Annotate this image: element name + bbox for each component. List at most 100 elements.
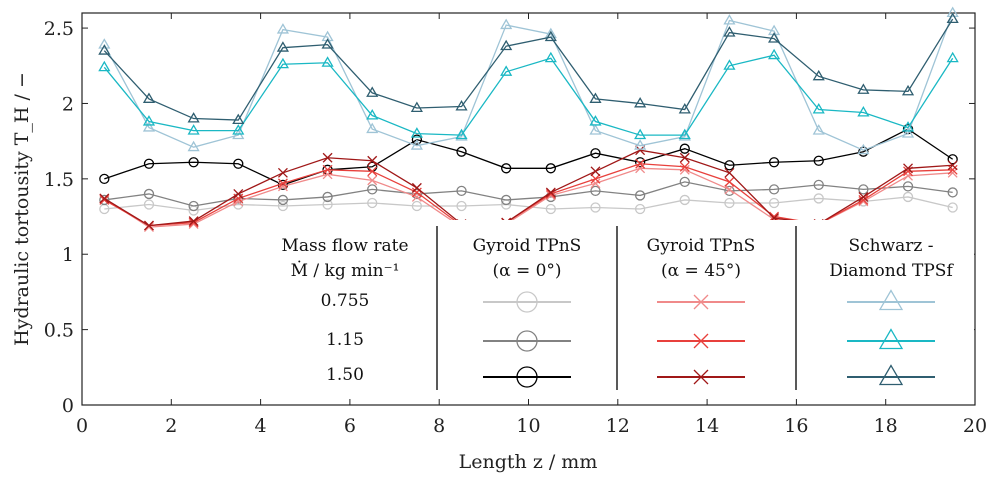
data-point <box>98 38 111 49</box>
data-point <box>321 56 334 67</box>
data-point <box>634 96 647 108</box>
legend-sample-schwarz-115 <box>847 328 935 350</box>
x-axis-label: Length z / mm <box>459 451 598 473</box>
legend: Mass flow rate Ṁ / kg min⁻¹ 0.755 1.15 1… <box>262 220 974 396</box>
legend-marker <box>878 328 904 350</box>
data-point <box>455 128 468 140</box>
data-point <box>590 173 601 184</box>
series-line <box>103 54 954 136</box>
data-point <box>99 173 110 184</box>
legend-marker <box>693 294 709 310</box>
data-point <box>277 178 288 189</box>
data-point <box>724 167 735 178</box>
data-point <box>679 152 690 163</box>
series-schwarz-0755 <box>98 6 959 155</box>
data-point <box>857 106 870 117</box>
data-point <box>143 199 155 210</box>
legend-schwarz-title-2: Diamond TPSf <box>829 261 954 281</box>
data-point <box>634 157 646 168</box>
x-tick-label: 12 <box>606 415 630 437</box>
data-point <box>678 128 691 140</box>
data-point <box>411 188 423 200</box>
data-point <box>143 188 155 200</box>
legend-flow-0755: 0.755 <box>321 291 370 311</box>
data-point <box>902 191 914 203</box>
data-point <box>858 191 869 202</box>
data-point <box>188 200 199 212</box>
data-point <box>812 103 825 114</box>
data-point <box>321 38 334 49</box>
data-point <box>98 44 111 55</box>
data-point <box>545 203 556 215</box>
x-tick-label: 6 <box>344 415 356 437</box>
y-axis-label: Hydraulic tortousity T_H / − <box>11 72 33 346</box>
data-point <box>366 109 379 120</box>
data-point <box>768 197 780 209</box>
legend-sample-schwarz-0755 <box>847 289 935 311</box>
data-point <box>769 211 780 222</box>
data-point <box>679 176 690 188</box>
legend-gyroid45-title-2: (α = 45°) <box>661 261 741 281</box>
data-point <box>276 23 290 34</box>
data-point <box>188 157 199 168</box>
data-point <box>456 185 467 197</box>
data-point <box>276 57 290 69</box>
data-point <box>635 145 646 156</box>
data-point <box>679 194 690 206</box>
data-point <box>903 163 913 174</box>
x-tick-label: 18 <box>874 415 898 437</box>
data-point <box>545 163 556 174</box>
x-tick-label: 2 <box>165 415 177 437</box>
legend-sample-gyroid45-0755 <box>657 294 745 310</box>
data-point <box>367 197 378 209</box>
legend-background <box>262 220 974 396</box>
data-point <box>233 158 244 169</box>
y-tick-label: 0.5 <box>44 320 74 342</box>
data-point <box>635 158 646 169</box>
legend-sample-gyroid0-150 <box>483 366 571 388</box>
legend-gyroid45-title-1: Gyroid TPnS <box>647 236 756 256</box>
data-point <box>500 18 513 30</box>
data-point <box>768 184 780 195</box>
data-point <box>366 86 379 97</box>
data-point <box>187 124 200 135</box>
data-point <box>367 166 378 177</box>
data-point <box>276 41 290 52</box>
series-line <box>104 128 954 186</box>
series-line <box>104 163 953 227</box>
data-point <box>767 48 781 60</box>
x-tick-label: 4 <box>255 415 267 437</box>
data-point <box>901 84 915 96</box>
data-point <box>277 181 288 192</box>
legend-sample-gyroid0-115 <box>483 330 571 352</box>
data-point <box>99 194 110 205</box>
data-point <box>411 200 423 212</box>
series-layer <box>98 6 959 233</box>
data-point <box>142 121 156 132</box>
data-point <box>768 157 780 168</box>
x-tick-label: 0 <box>76 415 88 437</box>
data-point <box>858 194 869 205</box>
series-line <box>103 149 953 227</box>
data-point <box>634 139 647 150</box>
data-point <box>322 191 333 203</box>
series-line <box>103 18 954 121</box>
data-point <box>500 39 513 51</box>
series-gyroid45-115 <box>99 158 958 231</box>
series-line <box>103 12 954 151</box>
data-point <box>322 152 333 163</box>
x-axis-ticks: 0 2 4 6 8 10 12 14 16 18 20 <box>76 13 987 437</box>
data-point <box>98 60 111 72</box>
y-tick-label: 0 <box>62 395 74 417</box>
x-tick-label: 20 <box>963 415 987 437</box>
data-point <box>813 155 824 166</box>
legend-flow-115: 1.15 <box>326 330 364 350</box>
legend-marker <box>693 369 709 385</box>
data-point <box>99 193 110 204</box>
data-point <box>410 139 423 150</box>
data-point <box>946 6 959 18</box>
y-axis-ticks: 0 0.5 1 1.5 2 2.5 <box>44 18 975 417</box>
data-point <box>142 92 156 103</box>
data-point <box>724 176 735 187</box>
